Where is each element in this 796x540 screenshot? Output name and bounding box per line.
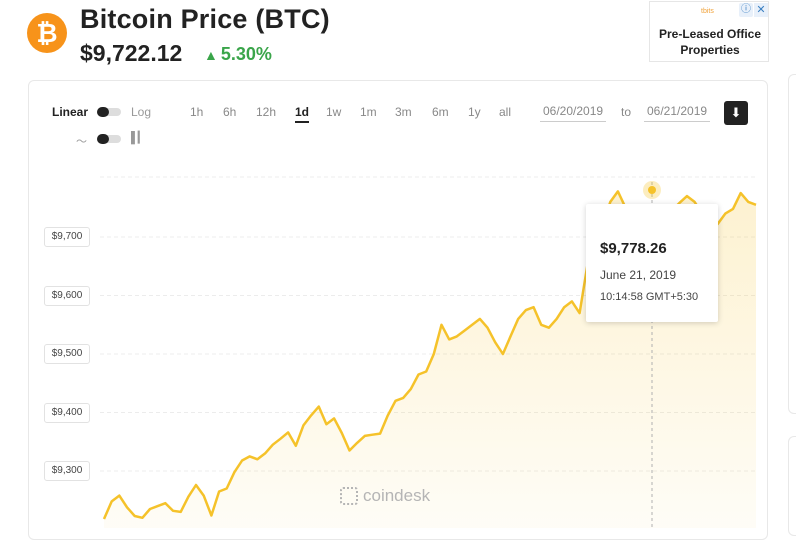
y-tick-label: $9,500 bbox=[44, 344, 90, 364]
scale-toggle[interactable] bbox=[97, 107, 121, 117]
y-tick-label: $9,600 bbox=[44, 286, 90, 306]
tooltip-date: June 21, 2019 bbox=[600, 268, 677, 282]
coindesk-logo-icon bbox=[340, 487, 358, 505]
tab-1m[interactable]: 1m bbox=[360, 105, 377, 119]
tab-1y[interactable]: 1y bbox=[468, 105, 481, 119]
y-tick-label: $9,300 bbox=[44, 461, 90, 481]
date-from-input[interactable]: 06/20/2019 bbox=[540, 104, 607, 122]
chart-tooltip: $9,778.26 June 21, 2019 10:14:58 GMT+5:3… bbox=[586, 204, 718, 322]
page-title: Bitcoin Price (BTC) bbox=[80, 4, 330, 35]
watermark-text: coindesk bbox=[363, 486, 431, 505]
tab-1d[interactable]: 1d bbox=[295, 105, 310, 123]
hover-point bbox=[648, 186, 656, 194]
ad-info-icon[interactable]: ⓘ bbox=[739, 3, 753, 17]
price-change-value: 5.30% bbox=[220, 44, 272, 64]
tooltip-price: $9,778.26 bbox=[600, 240, 667, 257]
download-icon: ⬇ bbox=[730, 105, 742, 120]
coin-name: Bitcoin Price bbox=[80, 4, 248, 34]
ad-text[interactable]: Pre-Leased Office Properties bbox=[658, 27, 762, 57]
line-chart-icon[interactable]: 〜 bbox=[76, 136, 87, 148]
tooltip-time: 10:14:58 GMT+5:30 bbox=[600, 291, 699, 303]
chart-type-toggle[interactable] bbox=[97, 134, 121, 144]
tab-3m[interactable]: 3m bbox=[395, 105, 412, 119]
ad-close-icon[interactable]: ✕ bbox=[754, 3, 768, 17]
tab-12h[interactable]: 12h bbox=[256, 105, 277, 119]
tab-6h[interactable]: 6h bbox=[223, 105, 237, 119]
price-change: ▲ 5.30% bbox=[204, 44, 272, 65]
ad-brand: tbits bbox=[701, 8, 714, 15]
bitcoin-icon: ₿ bbox=[27, 13, 67, 53]
side-card bbox=[788, 74, 796, 414]
download-button[interactable]: ⬇ bbox=[724, 101, 748, 125]
tab-6m[interactable]: 6m bbox=[432, 105, 449, 119]
date-to-input[interactable]: 06/21/2019 bbox=[644, 104, 711, 122]
current-price: $9,722.12 bbox=[80, 40, 183, 66]
date-to-label: to bbox=[621, 105, 632, 119]
scale-log-label[interactable]: Log bbox=[131, 105, 152, 119]
tab-1w[interactable]: 1w bbox=[326, 105, 342, 119]
coindesk-watermark: coindesk bbox=[340, 486, 430, 506]
tab-all[interactable]: all bbox=[499, 105, 512, 119]
tab-1h[interactable]: 1h bbox=[190, 105, 204, 119]
y-tick-label: $9,400 bbox=[44, 403, 90, 423]
scale-linear-label[interactable]: Linear bbox=[52, 105, 89, 119]
coin-ticker: (BTC) bbox=[255, 4, 330, 34]
up-arrow-icon: ▲ bbox=[204, 47, 218, 63]
bar-chart-icon[interactable]: ▌▎ bbox=[131, 132, 146, 144]
y-tick-label: $9,700 bbox=[44, 227, 90, 247]
advertisement[interactable]: tbits ⓘ ✕ Pre-Leased Office Properties bbox=[649, 1, 769, 62]
